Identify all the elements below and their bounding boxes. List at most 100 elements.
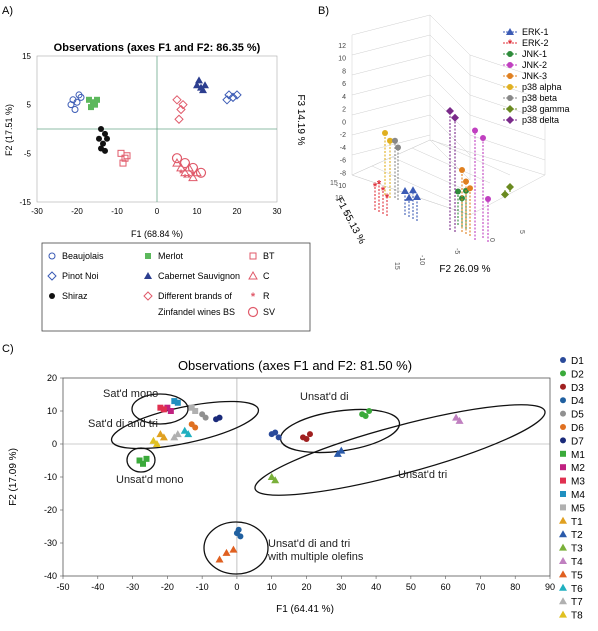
c-legend-marker-t5 — [559, 570, 567, 578]
panel-b-data-stems: * *** — [373, 107, 514, 242]
b-point-jnk-2 — [472, 127, 478, 134]
c-legend-label: D3 — [571, 383, 584, 394]
a-legend-label: Zinfandel wines BS — [158, 307, 235, 317]
c-x-tick-label: 60 — [441, 582, 451, 592]
c-x-tick-label: -40 — [91, 582, 104, 592]
c-legend-label: T3 — [571, 544, 583, 555]
a-point-r: * — [187, 173, 192, 185]
c-point-m2 — [167, 408, 174, 414]
panel-b-y-tick-labels: 15 10 5 — [330, 180, 349, 217]
a-legend-marker — [249, 252, 257, 260]
c-y-tick-label: 20 — [47, 373, 57, 383]
b-point-jnk-3 — [463, 178, 469, 185]
svg-text:5: 5 — [518, 230, 525, 234]
a-legend-marker — [47, 271, 57, 281]
svg-text:-10: -10 — [418, 255, 425, 265]
b-legend-marker — [506, 116, 514, 124]
c-point-d1 — [275, 434, 282, 441]
c-legend-label: M4 — [571, 490, 585, 501]
c-legend-marker-t6 — [559, 583, 567, 591]
c-legend-label: M2 — [571, 463, 585, 474]
panel-b-x-tick-labels: 15 -10 -5 0 5 — [393, 230, 525, 270]
c-point-m3 — [160, 406, 167, 413]
a-x-tick-label: 30 — [273, 207, 282, 216]
a-x-tick-label: 20 — [233, 207, 242, 216]
b-point-p38-delta — [446, 107, 454, 115]
ellipse-satd-di-tri — [110, 400, 260, 450]
c-legend-marker-t3 — [559, 543, 567, 551]
b-legend-label: JNK-1 — [522, 49, 547, 59]
c-point-t5 — [229, 545, 238, 553]
panel-c-zero-lines — [63, 378, 550, 576]
c-y-tick-label: -40 — [44, 571, 57, 581]
c-legend-label: D2 — [571, 369, 584, 380]
a-point-c — [188, 172, 198, 182]
c-y-tick-label: -20 — [44, 505, 57, 515]
a-legend-label: BT — [263, 251, 275, 261]
panel-c-legend: D1 D2 D3 D4 D5 D6 D7 M1 M2 M3 M4 M5 T1 T2 T3 T4 T5 T6 T7 T8 — [559, 356, 585, 622]
a-legend-marker — [145, 253, 151, 259]
c-point-t8 — [149, 436, 158, 444]
panel-b-z-axis-label: F3 14.19 % — [295, 94, 306, 145]
b-legend-marker — [507, 62, 513, 68]
c-legend-marker-m5 — [560, 504, 566, 511]
c-point-d3 — [306, 431, 313, 438]
c-point-t8 — [152, 440, 161, 447]
c-legend-label: M5 — [571, 503, 585, 514]
a-point-merlot — [88, 104, 94, 111]
c-legend-label: D6 — [571, 423, 584, 434]
panel-c-annotations: Sat'd mono Sat'd di and tri Unsat'd mono… — [88, 388, 447, 563]
b-z-tick-label: -8 — [340, 170, 346, 177]
b-point-jnk-2 — [480, 135, 486, 141]
a-point-sv — [179, 157, 191, 169]
panel-a-data-points: * * * * — [67, 76, 242, 185]
a-point-beaujolais — [67, 101, 75, 109]
c-y-tick-label: -10 — [44, 472, 57, 482]
a-point-cabernet-sauvignon — [195, 76, 203, 84]
a-point-beaujolais — [73, 98, 81, 106]
a-legend-label: Beaujolais — [62, 251, 104, 261]
a-legend-label: Pinot Noi — [62, 271, 99, 281]
panel-c-title: Observations (axes F1 and F2: 81.50 %) — [178, 358, 412, 373]
panel-c: C) Observations (axes F1 and F2: 81.50 %… — [2, 343, 585, 622]
c-point-d7 — [213, 416, 220, 423]
panel-a-x-axis-label: F1 (68.84 %) — [131, 229, 183, 239]
c-x-tick-label: 80 — [510, 582, 520, 592]
b-z-tick-label: -6 — [340, 158, 346, 165]
b-z-tick-label: 0 — [342, 119, 346, 126]
a-x-tick-label: -10 — [111, 207, 123, 216]
b-legend-marker — [506, 28, 514, 35]
panel-a-zero-lines — [37, 56, 277, 202]
a-point-merlot — [86, 96, 92, 103]
c-point-d1 — [272, 429, 279, 436]
ellipse-unsatd-di-tri-olefins — [203, 521, 269, 575]
c-x-tick-label: 10 — [267, 582, 277, 592]
svg-text:-5: -5 — [453, 248, 460, 254]
a-legend-marker — [49, 293, 55, 299]
c-point-m4 — [171, 398, 178, 405]
a-legend-marker — [144, 272, 152, 279]
c-legend-marker-m4 — [560, 491, 566, 497]
c-legend-marker-m2 — [560, 464, 566, 471]
c-legend-marker-d2 — [560, 370, 566, 377]
a-legend-label: R — [263, 291, 270, 301]
c-y-tick-label: 10 — [47, 406, 57, 416]
c-point-d3 — [303, 436, 310, 443]
b-legend-marker — [507, 73, 513, 79]
b-legend-label: JNK-2 — [522, 60, 547, 70]
panel-a-legend: Beaujolais Merlot BT Pinot Noi Cabernet Sauv… — [47, 251, 275, 318]
b-z-tick-label: 10 — [338, 56, 346, 63]
c-point-d5 — [202, 414, 209, 421]
panel-b-label: B) — [318, 5, 329, 17]
c-x-tick-label: -30 — [126, 582, 139, 592]
b-point-jnk-1 — [459, 195, 465, 202]
c-legend-marker-m1 — [560, 450, 566, 457]
b-point-p38-gamma — [506, 183, 514, 191]
annotation-unsatd-di: Unsat'd di — [300, 391, 349, 403]
a-legend-label: Cabernet Sauvignon — [158, 271, 240, 281]
panel-a: A) Observations (axes F1 and F2: 86.35 %… — [2, 5, 311, 332]
b-z-tick-label: 6 — [342, 81, 346, 88]
svg-text:0: 0 — [488, 238, 495, 242]
a-point-beaujolais — [77, 93, 85, 101]
a-point-r: * — [183, 173, 188, 185]
